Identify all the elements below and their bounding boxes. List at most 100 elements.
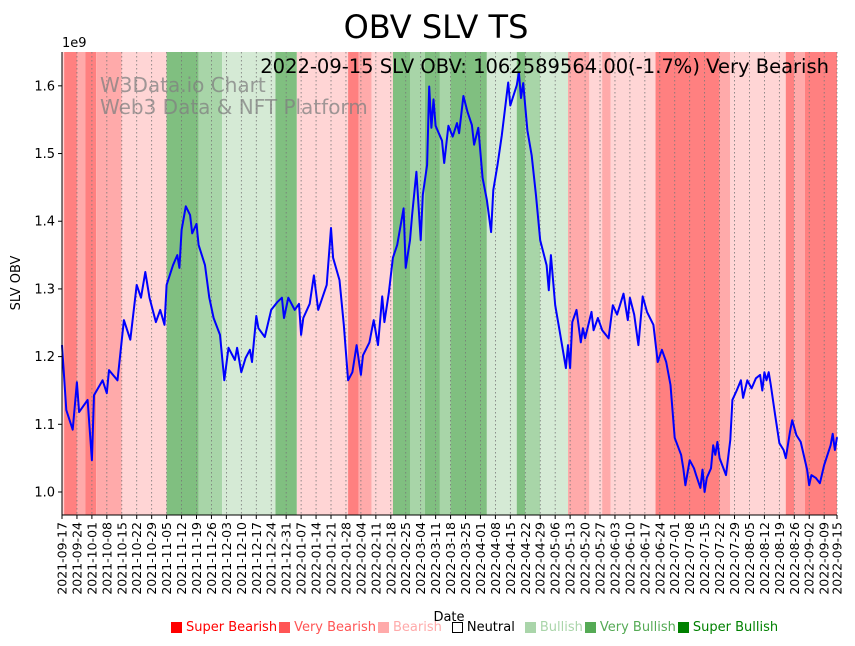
y-multiplier-label: 1e9: [62, 36, 87, 51]
x-tick-label: 2022-04-01: [473, 522, 488, 595]
signal-bands: [62, 52, 837, 515]
x-tick-label: 2022-02-25: [398, 522, 413, 595]
y-ticks: 1.0 1.1 1.2 1.3 1.4 1.5 1.6: [34, 79, 62, 500]
x-tick-label: 2022-05-27: [593, 522, 608, 595]
y-tick-label: 1.0: [34, 485, 55, 500]
signal-band: [610, 52, 656, 515]
legend-swatch-icon: [171, 622, 182, 633]
signal-band: [804, 52, 837, 515]
x-tick-label: 2022-05-20: [578, 522, 593, 595]
chart-subtitle: 2022-09-15 SLV OBV: 1062589564.00(-1.7%)…: [260, 55, 829, 78]
y-tick-label: 1.4: [34, 215, 55, 230]
x-tick-label: 2022-01-28: [338, 522, 353, 595]
signal-band: [348, 52, 359, 515]
x-tick-label: 2021-09-24: [69, 522, 84, 595]
chart-title: OBV SLV TS: [344, 8, 529, 46]
signal-band: [655, 52, 720, 515]
x-tick-label: 2022-08-12: [757, 522, 772, 595]
x-tick-label: 2022-02-18: [383, 522, 398, 595]
watermark-line-1: W3Data.io Chart: [100, 73, 266, 97]
grid-lines: [61, 52, 838, 515]
legend-item: Very Bearish: [279, 620, 376, 635]
x-tick-label: 2022-07-22: [712, 522, 727, 595]
y-tick-label: 1.1: [34, 418, 55, 433]
x-tick-label: 2021-11-26: [204, 522, 219, 595]
signal-band: [275, 52, 297, 515]
x-tick-label: 2022-04-08: [488, 522, 503, 595]
x-tick-label: 2022-05-13: [563, 522, 578, 595]
signal-band: [439, 52, 451, 515]
watermark-line-2: Web3 Data & NFT Platform: [100, 95, 368, 119]
signal-band: [76, 52, 86, 515]
y-tick-label: 1.2: [34, 350, 55, 365]
legend-item: Bearish: [377, 620, 442, 635]
x-tick-label: 2021-12-31: [279, 522, 294, 595]
x-tick-label: 2022-01-07: [294, 522, 309, 595]
x-tick-label: 2021-10-08: [99, 522, 114, 595]
signal-band: [85, 52, 97, 515]
x-tick-label: 2022-07-08: [682, 522, 697, 595]
signal-band: [525, 52, 541, 515]
x-tick-label: 2022-03-18: [443, 522, 458, 595]
legend-label: Very Bullish: [599, 620, 676, 635]
series-line-group: [61, 71, 838, 493]
x-tick-label: 2021-12-17: [249, 522, 264, 595]
x-axis-label: Date: [433, 610, 464, 625]
x-tick-label: 2022-03-04: [413, 522, 428, 595]
x-tick-label: 2021-11-05: [159, 522, 174, 595]
x-tick-label: 2022-03-25: [458, 522, 473, 595]
x-tick-label: 2021-10-15: [114, 522, 129, 595]
x-tick-label: 2022-08-19: [772, 522, 787, 595]
legend-swatch-icon: [584, 622, 596, 633]
legend-label: Very Bearish: [294, 620, 376, 635]
x-tick-label: 2022-02-04: [353, 522, 368, 595]
signal-band: [198, 52, 223, 515]
x-tick-label: 2022-03-11: [428, 522, 443, 595]
legend-label: Super Bullish: [692, 620, 779, 635]
signal-band: [222, 52, 276, 515]
signal-band: [450, 52, 487, 515]
x-tick-label: 2022-02-11: [368, 522, 383, 595]
legend-swatch-icon: [279, 622, 291, 633]
y-tick-label: 1.6: [34, 79, 55, 94]
x-tick-label: 2021-12-10: [234, 522, 249, 595]
signal-band: [785, 52, 795, 515]
y-tick-label: 1.5: [34, 147, 55, 162]
x-tick-label: 2022-08-05: [742, 522, 757, 595]
signal-band: [486, 52, 517, 515]
signal-band: [730, 52, 786, 515]
y-tick-label: 1.3: [34, 282, 55, 297]
x-tick-label: 2022-06-24: [652, 522, 667, 595]
x-tick-label: 2022-08-26: [787, 522, 802, 595]
x-tick-label: 2021-10-22: [129, 522, 144, 595]
legend-item: Neutral: [451, 620, 515, 635]
signal-band: [96, 52, 122, 515]
signal-band: [516, 52, 526, 515]
obv-series-line: [61, 71, 838, 493]
signal-band: [166, 52, 199, 515]
signal-band: [794, 52, 805, 515]
legend-swatch-icon: [677, 622, 689, 633]
x-tick-label: 2021-09-17: [55, 522, 70, 595]
x-tick-label: 2022-01-21: [324, 522, 339, 595]
signal-band: [424, 52, 440, 515]
x-ticks: 2021-09-17 2021-09-24 2021-10-01 2021-10-08…: [55, 515, 845, 595]
legend-label: Super Bearish: [186, 620, 278, 635]
x-tick-label: 2022-09-02: [802, 522, 817, 595]
legend-swatch-icon: [524, 622, 536, 633]
signal-band: [567, 52, 590, 515]
x-tick-label: 2022-06-03: [607, 522, 622, 595]
legend-item: Super Bullish: [677, 620, 779, 635]
x-tick-label: 2022-07-01: [667, 522, 682, 595]
x-tick-label: 2022-06-10: [622, 522, 637, 595]
signal-band: [589, 52, 603, 515]
legend-item: Bullish: [524, 620, 583, 635]
x-tick-label: 2021-10-29: [144, 522, 159, 595]
x-tick-label: 2021-11-12: [174, 522, 189, 595]
x-tick-label: 2022-04-15: [503, 522, 518, 595]
legend-item: Very Bullish: [584, 620, 676, 635]
x-tick-label: 2022-07-29: [727, 522, 742, 595]
signal-band: [371, 52, 393, 515]
legend-label: Bearish: [392, 620, 442, 635]
x-tick-label: 2022-05-06: [548, 522, 563, 595]
